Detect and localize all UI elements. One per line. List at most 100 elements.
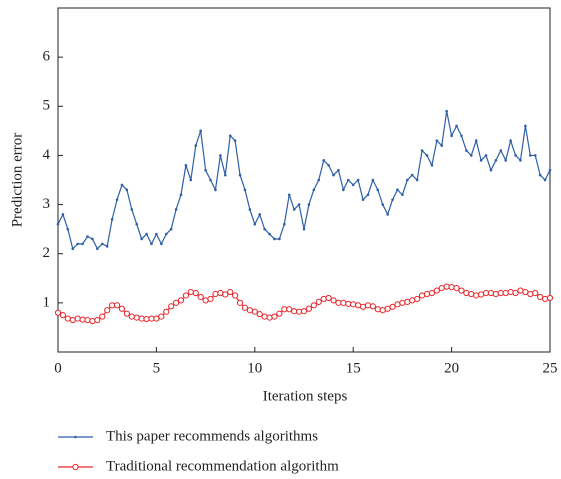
data-point <box>66 227 70 231</box>
data-point <box>164 232 168 236</box>
data-point <box>507 288 514 296</box>
data-point <box>227 288 234 296</box>
data-point <box>273 237 276 241</box>
data-point <box>145 232 148 236</box>
data-point <box>522 288 529 296</box>
data-point <box>295 308 303 315</box>
data-point <box>209 178 212 182</box>
data-point <box>256 311 263 318</box>
y-tick-label: 4 <box>43 147 51 163</box>
data-point <box>484 154 488 157</box>
data-point <box>519 159 522 162</box>
x-tick-label: 20 <box>444 360 459 376</box>
data-point <box>310 302 317 309</box>
data-point <box>396 188 399 192</box>
y-tick-label: 6 <box>43 49 51 65</box>
data-point <box>391 198 394 201</box>
data-point <box>502 289 509 297</box>
data-point <box>529 154 532 157</box>
data-point <box>223 173 227 177</box>
data-point <box>440 144 444 147</box>
data-point <box>305 305 313 312</box>
legend-marker <box>74 435 77 439</box>
data-point <box>350 301 357 308</box>
data-point <box>155 232 158 236</box>
data-point <box>351 183 355 187</box>
data-point <box>401 193 404 197</box>
data-point <box>494 159 498 162</box>
data-point <box>248 208 252 211</box>
data-point <box>143 315 150 323</box>
data-point <box>527 290 534 298</box>
data-point <box>364 302 372 309</box>
data-point <box>376 188 380 192</box>
data-point <box>84 316 91 324</box>
data-point <box>100 242 104 246</box>
data-point <box>278 237 281 241</box>
data-point <box>261 313 268 320</box>
data-point <box>59 312 67 319</box>
data-point <box>330 297 337 304</box>
data-point <box>384 305 391 312</box>
data-point <box>468 290 475 298</box>
x-tick-label: 0 <box>54 360 62 376</box>
data-point <box>246 307 253 314</box>
data-point <box>415 178 419 182</box>
data-point <box>76 242 79 246</box>
data-point <box>469 154 473 157</box>
data-point <box>460 134 463 138</box>
data-point <box>414 295 421 303</box>
data-point <box>315 298 322 305</box>
data-point <box>499 149 503 152</box>
data-point <box>89 317 96 325</box>
legend-marker <box>72 463 79 471</box>
data-point <box>241 304 249 311</box>
data-point <box>443 283 450 290</box>
data-point <box>233 139 237 142</box>
data-point <box>133 314 140 321</box>
data-point <box>105 245 109 248</box>
data-point <box>394 301 401 308</box>
data-point <box>115 198 119 201</box>
data-point <box>61 213 65 216</box>
data-point <box>283 222 286 226</box>
data-point <box>366 193 370 197</box>
data-point <box>389 303 396 310</box>
data-point <box>251 308 258 315</box>
data-point <box>325 294 332 302</box>
data-point <box>54 309 62 316</box>
data-point <box>300 308 308 315</box>
data-point <box>150 242 153 246</box>
data-point <box>297 203 301 206</box>
data-point <box>479 159 483 162</box>
data-point <box>386 213 389 216</box>
data-point <box>91 237 94 241</box>
data-point <box>202 297 209 304</box>
data-point <box>302 227 306 231</box>
data-point <box>418 292 426 299</box>
data-point <box>56 222 60 226</box>
data-point <box>356 178 360 182</box>
data-point <box>125 188 129 192</box>
data-point <box>212 290 219 298</box>
data-point <box>379 307 386 314</box>
data-point <box>99 313 106 320</box>
data-point <box>322 159 325 162</box>
data-point <box>128 313 135 320</box>
data-point <box>537 293 544 301</box>
data-point <box>110 218 114 221</box>
y-tick-label: 2 <box>43 245 51 261</box>
data-point <box>174 208 178 211</box>
data-point <box>207 295 214 303</box>
data-point <box>189 178 193 182</box>
data-point <box>94 316 101 324</box>
data-point <box>153 315 160 322</box>
data-point <box>342 188 345 192</box>
data-point <box>214 188 217 192</box>
data-point <box>465 149 468 152</box>
data-point <box>487 289 495 297</box>
data-point <box>307 203 311 206</box>
data-point <box>346 178 350 182</box>
data-point <box>548 168 552 172</box>
